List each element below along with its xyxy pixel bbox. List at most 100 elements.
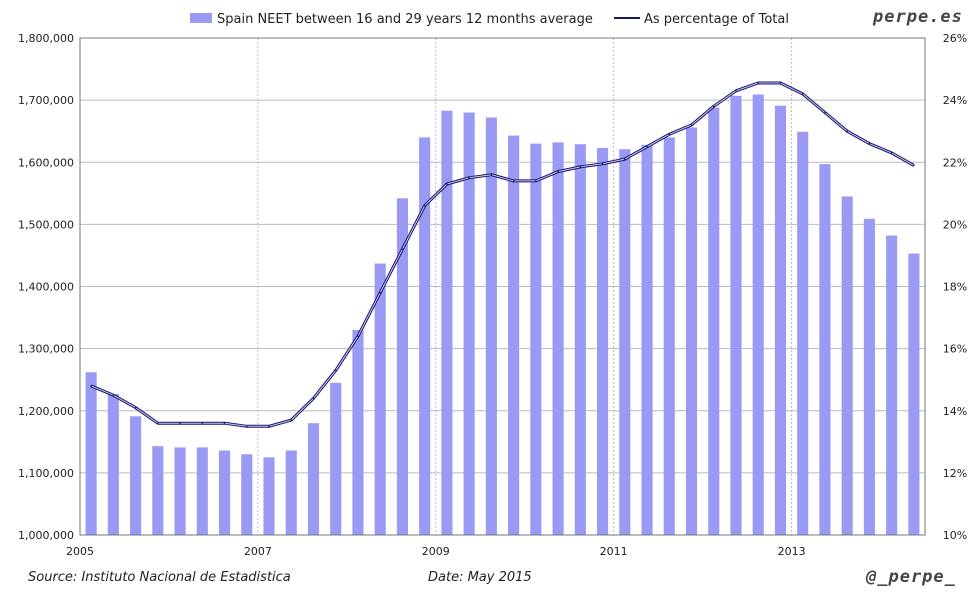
line-point <box>379 291 381 294</box>
bar <box>352 329 364 535</box>
bar <box>863 218 875 535</box>
line-point <box>512 180 515 182</box>
bar <box>85 372 97 535</box>
bar <box>463 112 475 536</box>
line-point <box>846 130 848 132</box>
line-point <box>357 335 359 338</box>
bar <box>196 447 208 535</box>
bar <box>574 144 586 535</box>
bar <box>774 105 787 535</box>
y-right-tick-label: 18% <box>943 281 967 294</box>
line-point <box>890 152 893 154</box>
line-point <box>268 425 270 428</box>
line-point <box>601 163 604 165</box>
bar <box>552 142 564 535</box>
legend-bar-label: Spain NEET between 16 and 29 years 12 mo… <box>217 12 593 27</box>
left-axis: 1,000,000 1,100,000 1,200,000 1,300,000 1,40… <box>18 32 74 542</box>
y-left-tick-label: 1,000,000 <box>18 529 74 542</box>
line-point <box>446 183 448 185</box>
y-left-tick-label: 1,300,000 <box>18 343 74 356</box>
y-right-tick-label: 16% <box>943 343 967 356</box>
x-tick-label: 2013 <box>778 545 806 558</box>
bar <box>841 196 853 535</box>
bar <box>819 164 831 535</box>
legend-bar-swatch <box>190 13 212 23</box>
bar <box>685 127 698 536</box>
line-point <box>779 82 782 84</box>
percentage-line <box>90 82 915 427</box>
line-point <box>868 142 871 145</box>
y-left-tick-label: 1,700,000 <box>18 94 74 107</box>
x-tick-label: 2007 <box>244 545 272 558</box>
x-tick-label: 2011 <box>600 545 628 558</box>
y-right-tick-label: 20% <box>943 218 967 231</box>
line-point <box>201 422 204 424</box>
line-point <box>735 90 737 92</box>
bar <box>908 253 920 536</box>
line-point <box>557 170 559 173</box>
y-right-tick-label: 24% <box>943 94 967 107</box>
line-point <box>690 124 693 126</box>
bar <box>263 457 275 535</box>
bar <box>285 450 297 535</box>
line-series <box>90 81 915 428</box>
line-point <box>579 166 582 168</box>
y-left-tick-label: 1,500,000 <box>18 218 74 231</box>
line-point <box>401 248 404 251</box>
source-note: Source: Instituto Nacional de Estadistic… <box>28 570 291 585</box>
bar <box>174 447 186 535</box>
line-point <box>312 397 315 400</box>
bar <box>441 110 453 535</box>
line-point <box>668 133 671 136</box>
line-point <box>757 82 760 84</box>
line-point <box>712 105 715 108</box>
y-left-tick-label: 1,100,000 <box>18 467 74 480</box>
line-point <box>913 164 915 167</box>
bar <box>641 144 653 536</box>
y-left-tick-label: 1,400,000 <box>18 281 74 294</box>
bar <box>374 263 386 535</box>
line-point <box>90 385 92 387</box>
bar <box>419 137 431 535</box>
bar <box>619 149 631 536</box>
bar <box>241 454 253 535</box>
bar <box>130 416 142 535</box>
line-point <box>112 394 115 397</box>
date-note: Date: May 2015 <box>428 570 532 585</box>
line-point <box>179 422 181 424</box>
bar <box>107 393 119 535</box>
bar-series <box>85 94 920 536</box>
bar <box>218 450 231 535</box>
y-right-tick-label: 26% <box>943 32 967 45</box>
bar <box>886 235 898 535</box>
y-left-tick-label: 1,600,000 <box>18 156 74 169</box>
bar <box>485 117 497 536</box>
percentage-line-outline <box>90 81 915 428</box>
y-right-tick-label: 14% <box>943 405 967 418</box>
bar <box>597 147 609 535</box>
line-point <box>801 93 804 95</box>
y-left-tick-label: 1,800,000 <box>18 32 74 45</box>
legend: Spain NEET between 16 and 29 years 12 mo… <box>190 12 789 27</box>
line-point <box>824 111 826 114</box>
y-right-tick-label: 12% <box>943 467 967 480</box>
bar <box>530 143 542 536</box>
bar <box>396 198 408 535</box>
line-point <box>290 419 293 421</box>
x-axis: 2005 2007 2009 2011 2013 <box>66 545 806 558</box>
line-point <box>468 176 470 179</box>
line-point <box>646 145 648 148</box>
line-point <box>223 422 226 424</box>
line-point <box>535 180 537 182</box>
line-point <box>624 158 626 160</box>
line-point <box>334 369 337 372</box>
y-left-tick-label: 1,200,000 <box>18 405 74 418</box>
y-right-tick-label: 22% <box>943 156 967 169</box>
line-point <box>157 422 159 424</box>
legend-line-label: As percentage of Total <box>644 12 789 27</box>
bar <box>730 95 742 536</box>
bar <box>330 382 342 535</box>
bar <box>307 423 320 535</box>
bar <box>508 135 520 535</box>
